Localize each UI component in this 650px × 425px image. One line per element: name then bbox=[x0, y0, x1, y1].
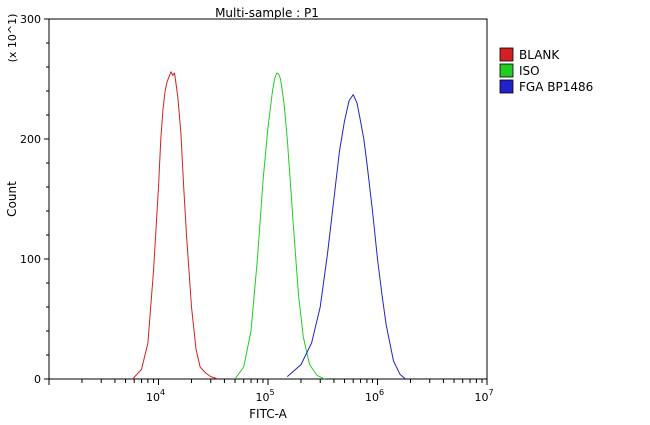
x-tick-base: 10 bbox=[146, 391, 160, 404]
chart-title: Multi-sample : P1 bbox=[215, 6, 319, 20]
x-tick-exponent: 7 bbox=[488, 388, 493, 397]
x-tick-base: 10 bbox=[365, 391, 379, 404]
y-tick-label: 200 bbox=[20, 133, 41, 146]
y-tick-label: 100 bbox=[20, 253, 41, 266]
plot-frame bbox=[48, 18, 488, 380]
x-tick-label: 106 bbox=[365, 388, 384, 404]
x-tick-label: 107 bbox=[474, 388, 493, 404]
x-tick-label: 105 bbox=[255, 388, 274, 404]
x-axis: 104 105 106 107 bbox=[48, 379, 494, 404]
series-line-iso bbox=[234, 72, 326, 380]
legend-swatch bbox=[499, 63, 514, 78]
series-line-blank bbox=[132, 71, 219, 380]
x-tick-exponent: 4 bbox=[160, 388, 165, 397]
x-tick-exponent: 5 bbox=[269, 388, 274, 397]
x-axis-label: FITC-A bbox=[249, 407, 288, 421]
y-axis: 0 100 200 300 bbox=[20, 13, 49, 386]
y-tick-label: 300 bbox=[20, 13, 41, 26]
series-layer bbox=[132, 71, 406, 380]
y-axis-label: Count bbox=[5, 181, 19, 217]
x-tick-base: 10 bbox=[474, 391, 488, 404]
legend: BLANK ISO FGA BP1486 bbox=[499, 47, 593, 94]
x-tick-exponent: 6 bbox=[379, 388, 384, 397]
legend-label: ISO bbox=[519, 64, 540, 78]
y-axis-multiplier: (x 10^1) bbox=[6, 14, 19, 63]
legend-swatch bbox=[499, 47, 514, 62]
legend-swatch bbox=[499, 79, 514, 94]
x-tick-base: 10 bbox=[255, 391, 269, 404]
series-line-fga-bp1486 bbox=[286, 94, 406, 380]
x-tick-label: 104 bbox=[146, 388, 165, 404]
legend-label: BLANK bbox=[519, 48, 560, 62]
y-tick-label: 0 bbox=[34, 373, 41, 386]
legend-label: FGA BP1486 bbox=[519, 80, 593, 94]
